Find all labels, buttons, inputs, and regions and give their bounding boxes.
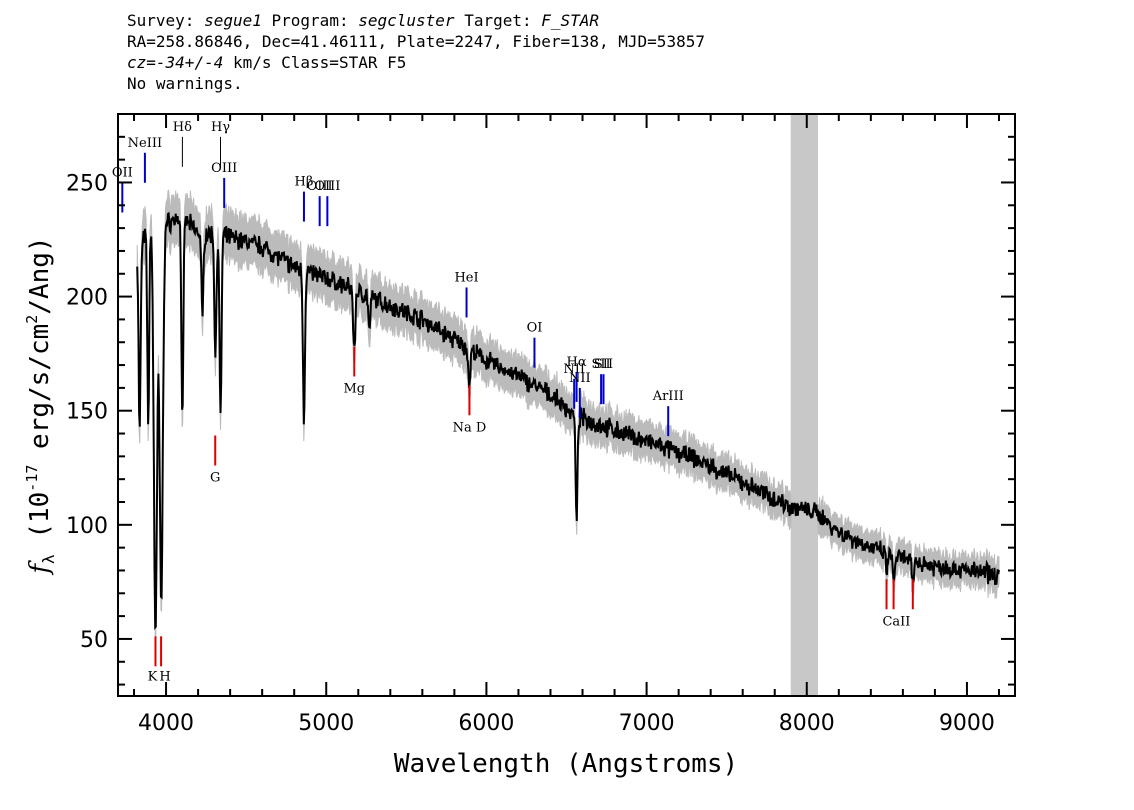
emission-line-label-11: SII: [592, 357, 611, 372]
y-axis-units-mid: erg/s/cm: [25, 324, 55, 465]
x-tick-label-4: 8000: [779, 711, 835, 736]
balmer-line-label-1: Hγ: [211, 120, 230, 135]
header-line-3: cz=-34+/-4 km/s Class=STAR F5: [127, 52, 1027, 73]
error-band-layer: [136, 189, 1000, 643]
header-line-4: No warnings.: [127, 74, 243, 93]
absorption-line-label-2: G: [210, 470, 220, 485]
svg-text:fλ (10-17 erg/s/cm2/Ang): fλ (10-17 erg/s/cm2/Ang): [23, 236, 58, 575]
y-tick-label-1: 100: [66, 514, 108, 539]
emission-line-label-6: HeI: [454, 270, 478, 285]
flux-layer: [136, 211, 1000, 630]
survey-label: Survey:: [127, 11, 195, 30]
program-value: segcluster: [358, 11, 455, 30]
y-tick-label-3: 200: [66, 286, 108, 311]
x-tick-label-1: 5000: [298, 711, 354, 736]
emission-line-label-4: OIII: [307, 179, 333, 194]
spectrum-header: Survey: segue1 Program: segcluster Targe…: [127, 10, 1027, 94]
emission-line-label-0: OII: [112, 165, 133, 180]
emission-line-label-1: NeIII: [128, 136, 162, 151]
y-axis-units-close: /Ang): [25, 236, 55, 314]
absorption-line-label-3: Mg: [343, 381, 365, 396]
y-axis-squared: 2: [23, 315, 41, 324]
flux-series-line: [136, 211, 1000, 630]
survey-value: segue1: [204, 11, 262, 30]
y-tick-label-2: 150: [66, 400, 108, 425]
cz-value: -34+/-4: [155, 53, 224, 72]
emission-line-label-10: NII: [569, 371, 591, 386]
y-axis-units-open: (10: [25, 492, 55, 555]
y-tick-label-4: 250: [66, 171, 108, 196]
x-axis-title: Wavelength (Angstroms): [394, 749, 738, 779]
emission-line-label-8: NII: [563, 362, 585, 377]
x-tick-label-3: 7000: [619, 711, 675, 736]
flux-error-band: [136, 189, 1000, 643]
absorption-line-label-0: K: [148, 669, 158, 684]
axis-layer: 4000 5000 6000 7000 8000 9000 50 100 150 200 250: [66, 113, 1015, 736]
absorption-line-label-1: H: [159, 669, 170, 684]
balmer-line-label-0: Hδ: [173, 120, 192, 135]
line-marker-layer: OIINeIIIOIIIHβOIIIOIIIHeIOINIIHαNIISIISI…: [112, 120, 914, 684]
target-label: Target:: [464, 11, 532, 30]
emission-line-label-7: OI: [527, 321, 543, 336]
absorption-line-label-5: CaII: [882, 614, 910, 629]
x-tick-label-5: 9000: [939, 711, 995, 736]
x-tick-label-2: 6000: [458, 711, 514, 736]
class-text: km/s Class=STAR F5: [223, 53, 407, 72]
emission-line-label-2: OIII: [211, 161, 237, 176]
emission-line-label-12: SII: [594, 357, 613, 372]
y-axis-lambda-subscript: λ: [39, 554, 58, 564]
masked-region-layer: [790, 114, 818, 696]
masked-region: [790, 114, 818, 696]
target-value: F_STAR: [541, 11, 600, 30]
y-tick-label-0: 50: [80, 628, 108, 653]
plot-frame: [117, 113, 1016, 697]
header-line-2: RA=258.86846, Dec=41.46111, Plate=2247, …: [127, 32, 705, 51]
y-axis-exponent: -17: [23, 465, 41, 492]
program-label: Program:: [271, 11, 349, 30]
x-tick-label-0: 4000: [138, 711, 194, 736]
absorption-line-label-4: Na D: [453, 420, 487, 435]
emission-line-label-3: Hβ: [295, 175, 314, 190]
emission-line-label-9: Hα: [567, 355, 587, 370]
emission-line-label-13: ArIII: [652, 389, 684, 404]
cz-label: cz=: [127, 53, 156, 72]
header-line-1: Survey: segue1 Program: segcluster Targe…: [127, 10, 1027, 31]
emission-line-label-5: OIII: [314, 179, 340, 194]
y-axis-title: fλ (10-17 erg/s/cm2/Ang): [23, 236, 58, 575]
